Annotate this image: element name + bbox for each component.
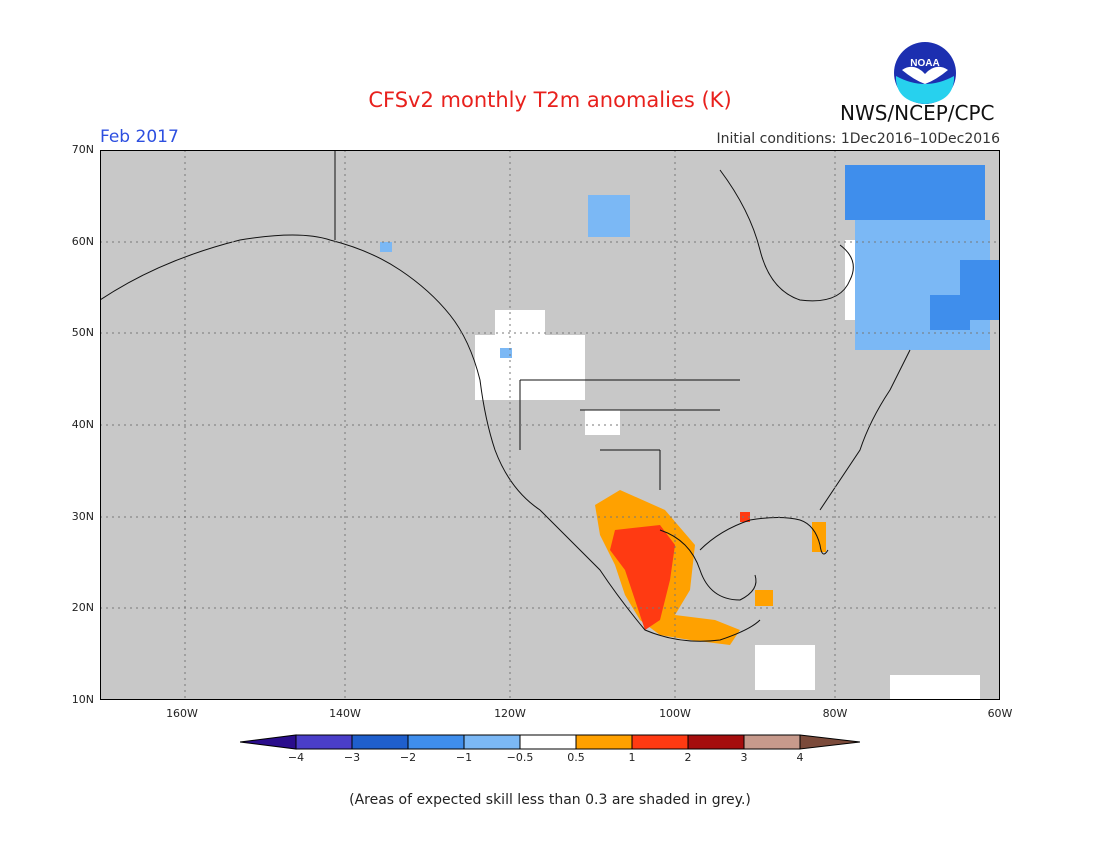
lat-label: 30N [71, 510, 94, 523]
lat-label: 40N [71, 418, 94, 431]
lat-label: 20N [71, 601, 94, 614]
lat-label: 70N [71, 143, 94, 156]
lon-label: 60W [987, 707, 1013, 720]
colorbar-segment [463, 734, 521, 750]
lat-label: 50N [71, 326, 94, 339]
colorbar-arrow-low [240, 734, 297, 750]
colorbar-label: −4 [287, 751, 305, 764]
lat-label: 10N [71, 693, 94, 706]
graticule [100, 150, 1000, 700]
forecast-period: Feb 2017 [100, 127, 179, 147]
colorbar-segment [743, 734, 801, 750]
colorbar-label: −3 [343, 751, 361, 764]
positive-anomaly-areas [595, 490, 826, 645]
colorbar-label: −2 [399, 751, 417, 764]
colorbar-segment [687, 734, 745, 750]
colorbar-label: 3 [740, 751, 748, 764]
lon-label: 80W [822, 707, 848, 720]
colorbar-label: 4 [796, 751, 804, 764]
lon-label: 120W [494, 707, 526, 720]
map-frame [100, 150, 1000, 700]
colorbar-label: 0.5 [567, 751, 585, 764]
lon-label: 140W [329, 707, 361, 720]
colorbar-segment [295, 734, 353, 750]
noaa-logo-text: NOAA [910, 58, 939, 69]
colorbar-label: 2 [684, 751, 692, 764]
colorbar-label: 1 [628, 751, 636, 764]
colorbar-label: −0.5 [506, 751, 534, 764]
noaa-logo: NOAA [894, 42, 956, 104]
colorbar-segment [519, 734, 577, 750]
lat-label: 60N [71, 235, 94, 248]
colorbar-segment [631, 734, 689, 750]
lon-label: 100W [659, 707, 691, 720]
colorbar-arrow-high [799, 734, 860, 750]
initial-conditions: Initial conditions: 1Dec2016–10Dec2016 [716, 131, 1000, 147]
skill-footnote: (Areas of expected skill less than 0.3 a… [349, 792, 751, 808]
anomaly-map [100, 150, 1000, 700]
coastlines [100, 150, 911, 642]
agency-label: NWS/NCEP/CPC [840, 101, 995, 125]
colorbar [240, 734, 860, 750]
lon-label: 160W [166, 707, 198, 720]
colorbar-label: −1 [455, 751, 473, 764]
map-title: CFSv2 monthly T2m anomalies (K) [368, 88, 732, 112]
colorbar-segment [575, 734, 633, 750]
colorbar-segment [351, 734, 409, 750]
colorbar-segment [407, 734, 465, 750]
negative-anomaly-areas [380, 165, 1000, 358]
